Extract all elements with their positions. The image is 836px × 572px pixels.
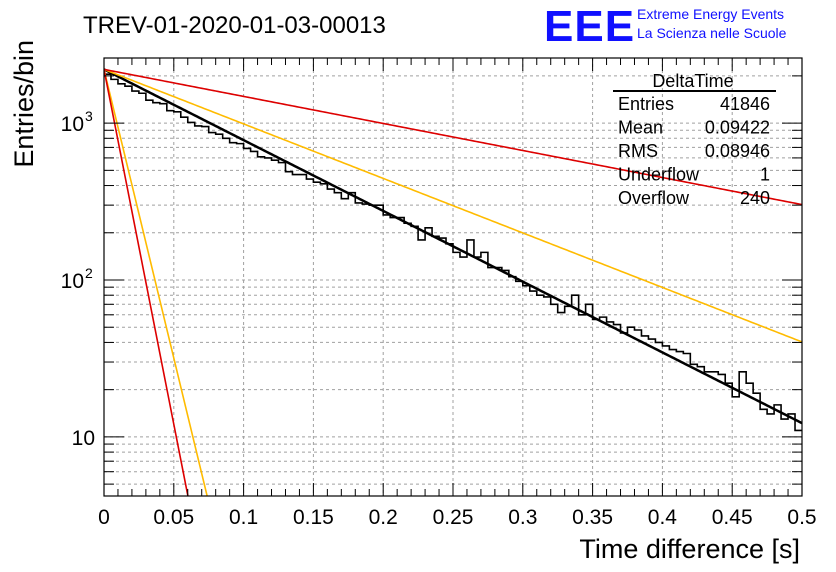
- y-tick-base: 10: [61, 113, 84, 136]
- fit-curve-3: [104, 69, 208, 496]
- y-tick-label: 10: [72, 427, 95, 450]
- y-tick-base: 10: [72, 427, 95, 450]
- fit-curve-5: [104, 69, 189, 496]
- stats-row-label: Mean: [618, 118, 663, 138]
- x-tick-label: 0.1: [229, 506, 258, 529]
- y-tick-exponent: 3: [85, 108, 93, 124]
- x-tick-label: 0.25: [433, 506, 474, 529]
- chart-title: TREV-01-2020-01-03-00013: [83, 12, 386, 39]
- x-tick-label: 0.15: [293, 506, 334, 529]
- logo-letters: EEE: [544, 2, 635, 51]
- fit-curve-2: [104, 68, 802, 343]
- x-tick-label: 0: [98, 506, 110, 529]
- y-tick-label: 10 2: [61, 265, 93, 293]
- stats-row-label: Entries: [618, 94, 674, 114]
- stats-row-value: 0.09422: [705, 118, 770, 138]
- stats-row-value: 0.08946: [705, 141, 770, 161]
- stats-row-value: 240: [740, 188, 770, 208]
- logo-line2: La Scienza nelle Scuole: [637, 25, 787, 41]
- x-axis-title: Time difference [s]: [579, 534, 800, 564]
- stats-row-value: 41846: [720, 94, 770, 114]
- y-tick-base: 10: [61, 270, 84, 293]
- x-tick-label: 0.05: [153, 506, 194, 529]
- x-tick-label: 0.35: [572, 506, 613, 529]
- stats-row-label: Overflow: [618, 188, 690, 208]
- delta-time-histogram: [104, 73, 802, 432]
- x-tick-labels: 0 0.05 0.1 0.15 0.2 0.25 0.3 0.35 0.4 0.45 0.5: [98, 506, 816, 529]
- eee-logo: EEE Extreme Energy Events La Scienza nel…: [544, 2, 787, 51]
- x-tick-label: 0.3: [508, 506, 537, 529]
- stats-row-label: Underflow: [618, 165, 700, 185]
- x-tick-label: 0.4: [648, 506, 678, 529]
- stats-row-label: RMS: [618, 141, 658, 161]
- x-tick-label: 0.5: [787, 506, 816, 529]
- fit-curve-4: [104, 68, 802, 206]
- axis-ticks: [103, 58, 803, 496]
- stats-box: DeltaTime Entries 41846 Mean 0.09422 RMS 0.08…: [613, 71, 776, 208]
- y-tick-exponent: 2: [85, 265, 93, 281]
- y-tick-label: 10 3: [61, 108, 93, 136]
- y-axis-title: Entries/bin: [9, 40, 39, 168]
- x-tick-label: 0.45: [712, 506, 753, 529]
- fit-curves: [104, 68, 802, 496]
- fit-curve-1: [104, 68, 802, 425]
- stats-row-value: 1: [760, 165, 770, 185]
- x-tick-label: 0.2: [369, 506, 398, 529]
- grid: [104, 58, 802, 496]
- logo-line1: Extreme Energy Events: [637, 6, 784, 22]
- stats-title: DeltaTime: [652, 71, 733, 91]
